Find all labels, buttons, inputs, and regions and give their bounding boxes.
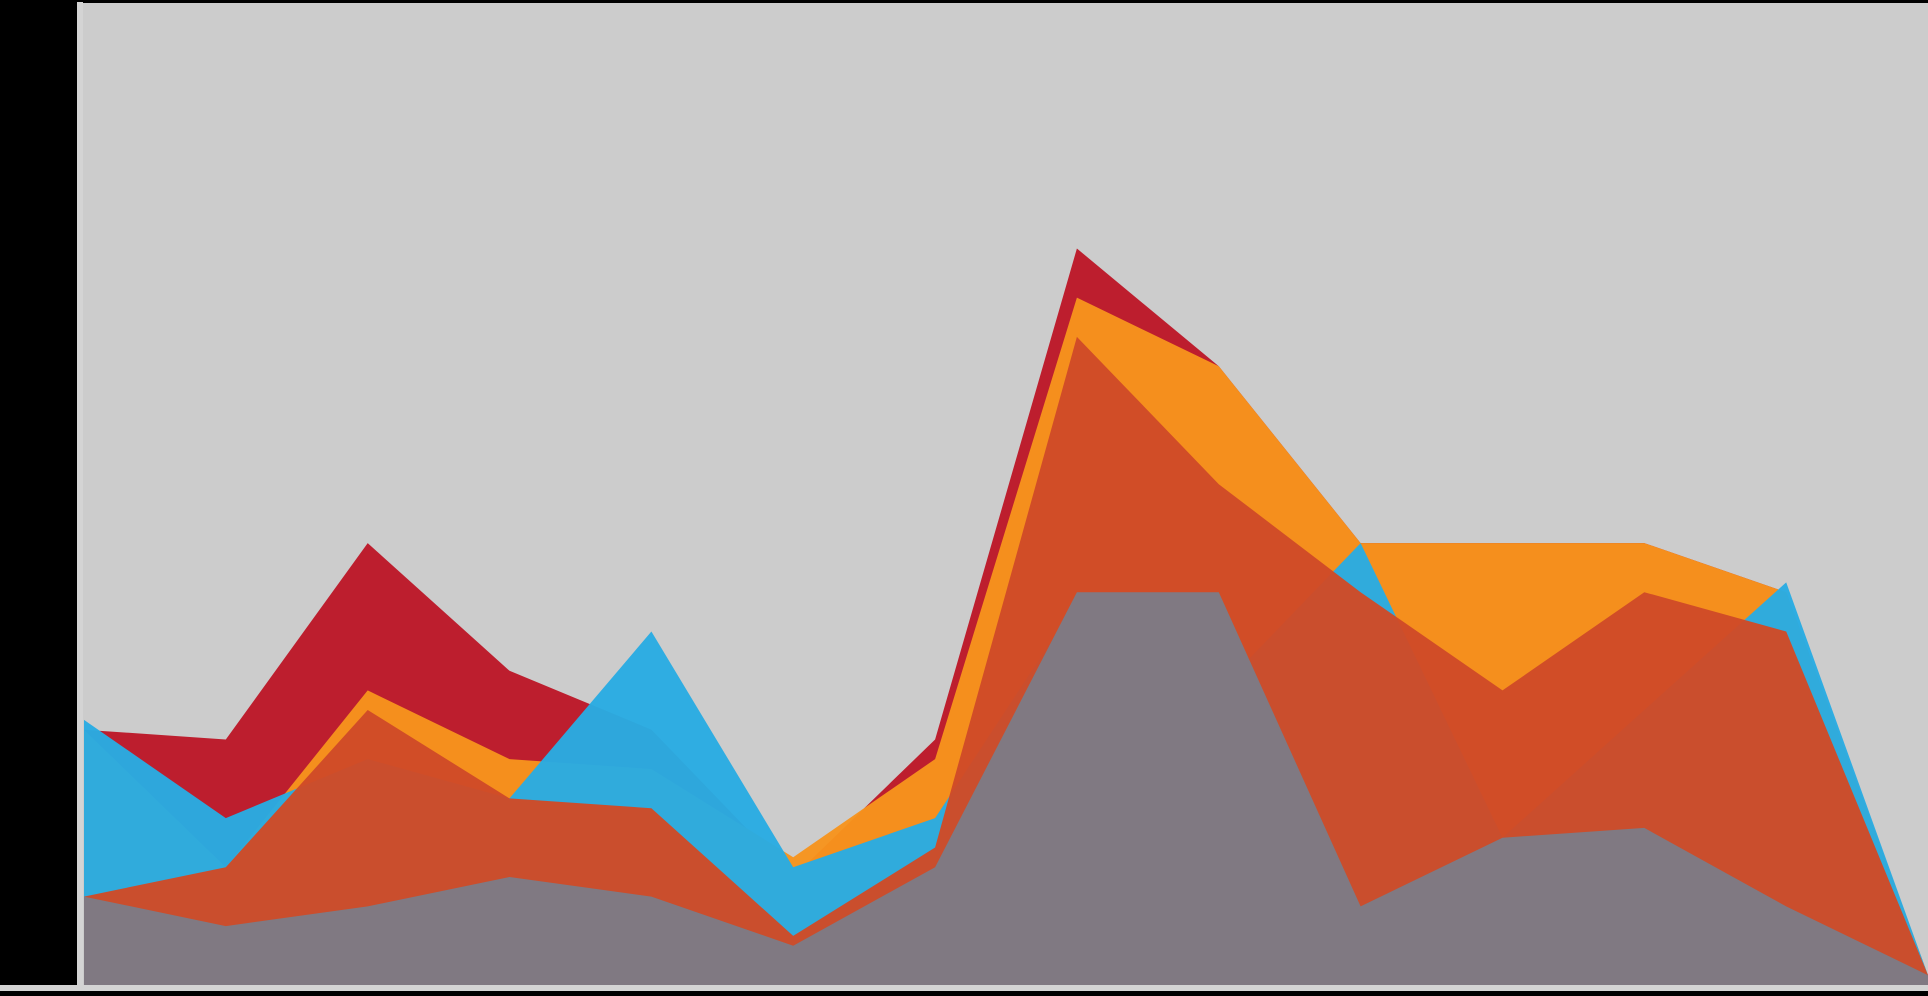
series-area-4 bbox=[84, 336, 1928, 985]
series-layer bbox=[84, 248, 1928, 986]
series-area-5 bbox=[84, 592, 1928, 985]
